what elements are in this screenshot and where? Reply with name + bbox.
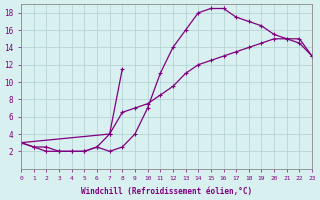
X-axis label: Windchill (Refroidissement éolien,°C): Windchill (Refroidissement éolien,°C) [81,187,252,196]
